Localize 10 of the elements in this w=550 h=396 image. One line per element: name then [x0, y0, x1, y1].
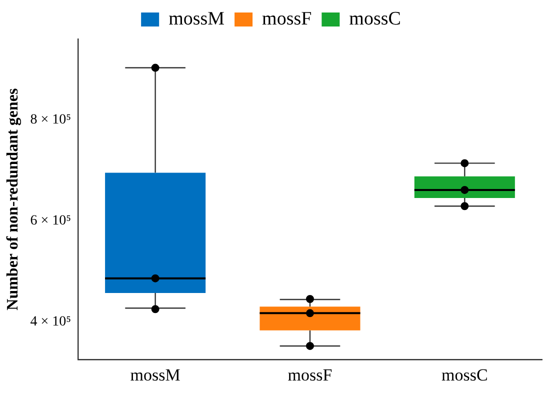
legend-label: mossC [349, 8, 401, 30]
x-tick-label: mossC [442, 365, 488, 384]
y-tick-label: 4 × 10⁵ [30, 314, 72, 330]
legend-label: mossM [168, 8, 225, 30]
legend-label: mossF [262, 8, 312, 30]
y-tick-label: 6 × 10⁵ [30, 213, 72, 228]
y-axis-title: Number of non-redundant genes [4, 88, 22, 310]
x-tick-label: mossM [130, 365, 180, 384]
x-tick-label: mossF [288, 365, 332, 384]
y-tick-label: 8 × 10⁵ [30, 112, 72, 128]
